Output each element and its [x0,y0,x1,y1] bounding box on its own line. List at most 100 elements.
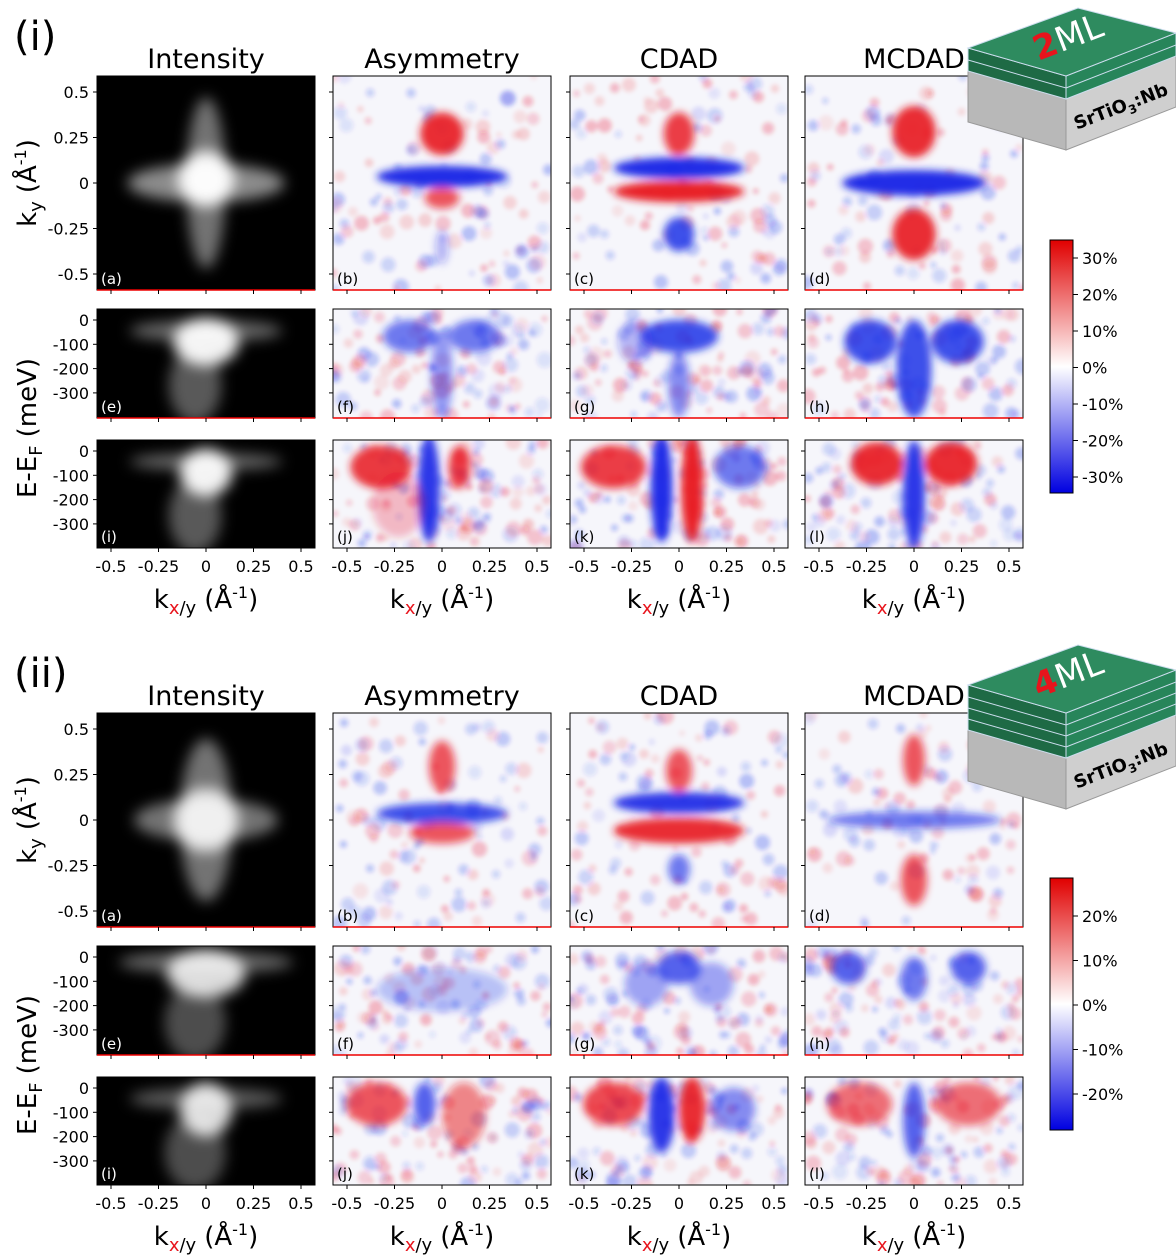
x-axis-label: kx/y (Å-1) [154,583,258,619]
noise-speck [616,495,626,505]
noise-speck [835,1127,850,1142]
noise-speck [446,233,463,249]
noise-speck [923,200,930,207]
noise-speck [333,268,338,278]
noise-speck [776,103,788,115]
feature [435,230,449,265]
noise-speck [614,840,623,849]
noise-speck [488,260,496,268]
noise-speck [410,184,424,198]
noise-speck [764,1035,773,1044]
x-tick-label: -0.5 [568,1194,599,1213]
noise-speck [540,1100,551,1111]
noise-speck [334,1022,345,1032]
noise-speck [536,1168,548,1180]
noise-speck [764,890,771,897]
noise-speck [460,118,473,131]
feature [118,951,294,974]
noise-speck [333,467,340,480]
noise-speck [822,97,829,104]
noise-speck [698,880,713,895]
x-tick-label: -0.5 [803,1194,834,1213]
noise-speck [516,762,532,779]
heatmap [570,946,788,1055]
noise-speck [334,1127,343,1136]
noise-speck [514,785,521,792]
noise-speck [882,963,896,977]
noise-speck [570,516,578,523]
noise-speck [418,213,432,228]
noise-speck [829,1011,842,1024]
noise-speck [539,896,551,911]
noise-speck [368,1000,383,1015]
label-part: -1 [232,583,248,602]
noise-speck [573,109,586,122]
noise-speck [855,1164,872,1181]
noise-speck [714,115,721,123]
noise-speck [570,119,580,130]
feature [663,217,695,252]
noise-speck [416,884,431,899]
noise-speck [419,395,432,408]
feature [665,749,693,793]
noise-speck [443,875,451,883]
noise-speck [663,1007,670,1014]
noise-speck [626,482,641,497]
noise-speck [752,379,762,388]
noise-speck [612,1025,623,1036]
noise-speck [394,911,403,921]
x-tick-label: 0.25 [944,1194,980,1213]
noise-speck [537,825,548,837]
noise-speck [518,208,529,219]
feature [424,187,460,209]
noise-speck [760,810,769,819]
heatmap-features [580,440,767,543]
noise-speck [528,329,537,337]
noise-speck [893,792,906,805]
x-tick-label: -0.5 [331,1194,362,1213]
noise-speck [957,107,966,116]
noise-speck [1005,407,1018,418]
feature [617,319,653,364]
noise-speck [355,751,370,766]
noise-speck [379,1034,390,1045]
noise-speck [489,309,500,316]
noise-speck [761,204,775,218]
noise-speck [645,469,653,477]
noise-speck [730,209,747,226]
noise-speck [708,87,721,100]
noise-speck [933,484,948,499]
noise-speck [585,120,598,133]
noise-speck [608,865,618,875]
noise-speck [931,826,945,839]
noise-speck [988,894,1002,908]
noise-speck [339,778,349,788]
noise-speck [385,1049,396,1055]
noise-speck [613,377,628,393]
noise-speck [858,309,873,321]
noise-speck [480,495,493,509]
noise-speck [475,119,491,135]
noise-speck [842,196,853,207]
noise-speck [776,403,788,418]
noise-speck [848,1153,856,1161]
y-tick-label: -100 [53,335,89,354]
panel-letter: (l) [809,528,825,546]
feature [903,1082,925,1158]
panel-letter: (f) [337,1035,354,1053]
label-part: x [642,598,653,619]
heatmap-features [842,105,986,261]
feature [376,165,508,188]
noise-speck [647,411,659,418]
noise-speck [814,778,825,789]
feature [613,157,745,179]
heatmap-features [850,440,978,548]
noise-speck [479,515,490,527]
noise-speck [767,1146,778,1157]
heatmap [570,440,788,548]
noise-speck [466,901,477,911]
noise-speck [924,724,932,732]
colorbar-tick-label: 10% [1082,952,1118,971]
x-tick-label: -0.25 [846,557,887,576]
feature [650,440,673,543]
